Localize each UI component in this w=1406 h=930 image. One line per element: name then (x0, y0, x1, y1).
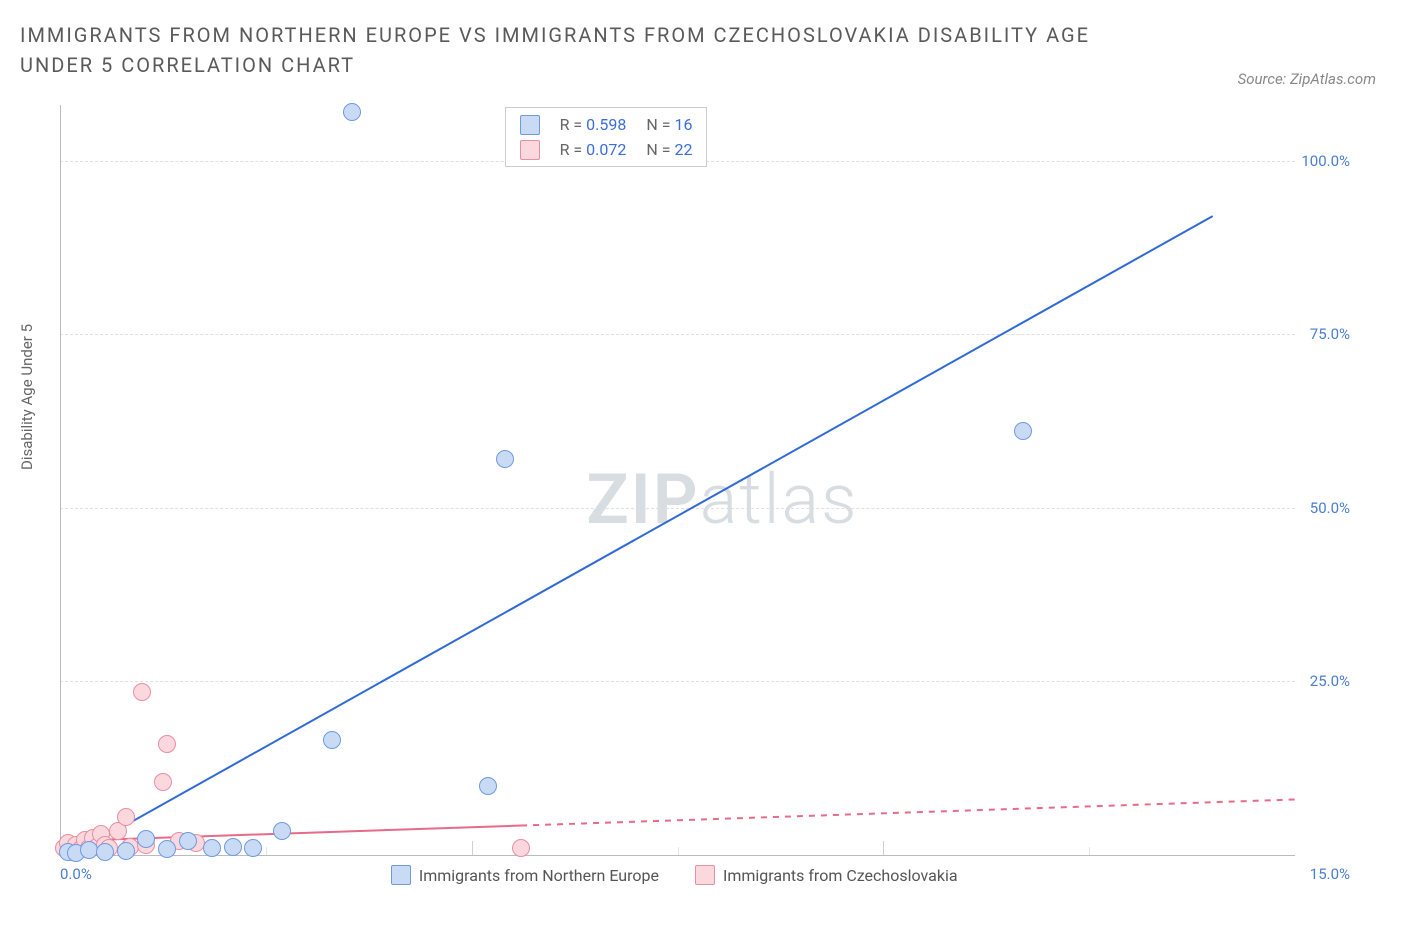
data-point (203, 839, 221, 857)
data-point (496, 450, 514, 468)
data-point (154, 773, 172, 791)
data-point (133, 683, 151, 701)
data-point (1014, 422, 1032, 440)
series-legend: Immigrants from Northern Europe Immigrant… (373, 865, 976, 889)
data-point (137, 830, 155, 848)
source-attribution: Source: ZipAtlas.com (1238, 70, 1376, 88)
data-point (479, 777, 497, 795)
legend-label: Immigrants from Northern Europe (419, 866, 659, 885)
stats-legend: R = 0.598N = 16R = 0.072N = 22 (505, 107, 708, 167)
chart-title: IMMIGRANTS FROM NORTHERN EUROPE VS IMMIG… (20, 20, 1120, 80)
data-point (323, 731, 341, 749)
trendlines-svg (60, 105, 1350, 855)
legend-label: Immigrants from Czechoslovakia (723, 866, 958, 885)
data-point (244, 839, 262, 857)
trendline (72, 216, 1212, 855)
data-point (179, 832, 197, 850)
data-point (96, 843, 114, 861)
trendline-dashed (521, 799, 1295, 825)
x-tick-label: 15.0% (1310, 865, 1350, 883)
y-axis-label: Disability Age Under 5 (18, 324, 36, 470)
data-point (80, 841, 98, 859)
data-point (117, 842, 135, 860)
legend-item: Immigrants from Czechoslovakia (695, 865, 958, 885)
legend-item: Immigrants from Northern Europe (391, 865, 659, 885)
data-point (158, 735, 176, 753)
chart-area: 25.0%50.0%75.0%100.0%0.0%15.0%ZIPatlasR … (60, 105, 1350, 855)
data-point (273, 822, 291, 840)
data-point (224, 838, 242, 856)
data-point (512, 839, 530, 857)
data-point (158, 840, 176, 858)
data-point (343, 103, 361, 121)
x-axis-line (60, 855, 1295, 856)
data-point (117, 808, 135, 826)
x-tick-label: 0.0% (60, 865, 92, 883)
